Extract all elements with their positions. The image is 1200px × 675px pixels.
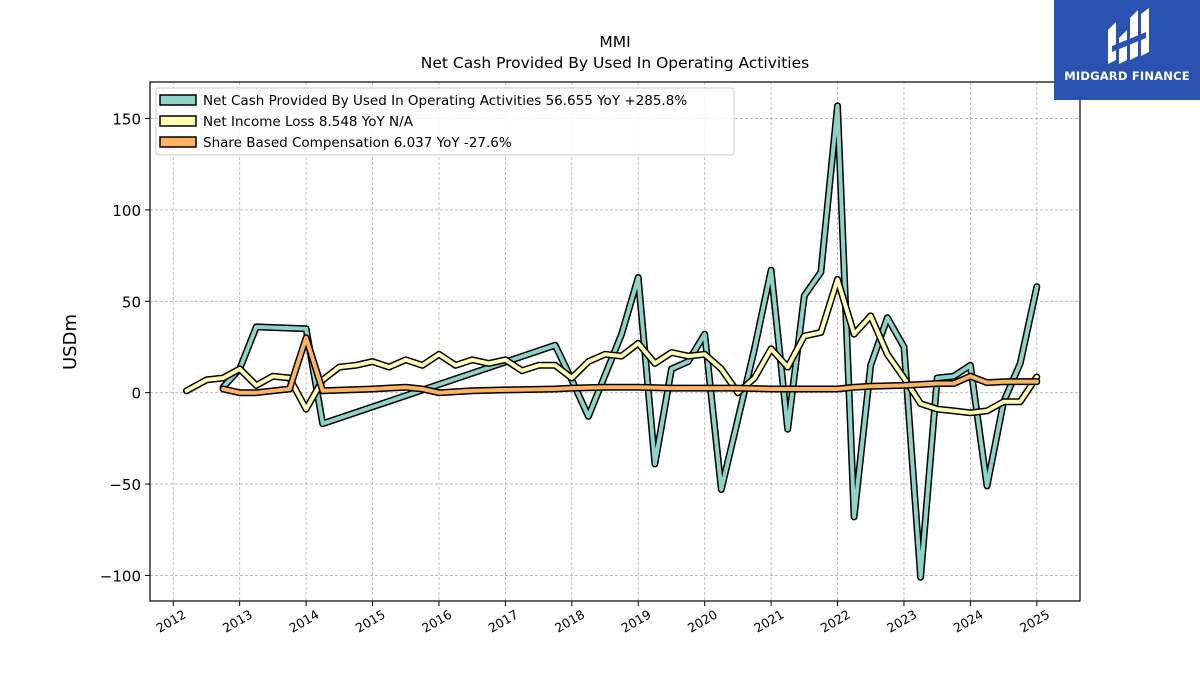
legend: Net Cash Provided By Used In Operating A… <box>155 87 735 156</box>
chart-title: MMI <box>599 33 630 51</box>
x-tick-label: 2016 <box>419 607 454 636</box>
legend-entry: Net Income Loss 8.548 YoY N/A <box>203 114 414 130</box>
x-tick-label: 2021 <box>751 607 786 636</box>
y-tick-label: 100 <box>112 202 141 220</box>
plot-frame <box>149 81 1081 602</box>
series-line-0 <box>221 103 1039 580</box>
y-tick-label: 150 <box>112 111 141 129</box>
legend-swatch <box>159 136 197 148</box>
legend-entry: Net Cash Provided By Used In Operating A… <box>203 93 687 109</box>
x-tick-label: 2024 <box>951 607 986 636</box>
series-line-1 <box>184 277 1039 415</box>
x-tick-label: 2022 <box>818 607 853 636</box>
x-tick-label: 2023 <box>884 607 919 636</box>
legend-box <box>155 87 735 156</box>
logo-text: MIDGARD FINANCE <box>1064 69 1190 83</box>
logo-mark-icon <box>1108 8 1149 64</box>
x-tick-label: 2017 <box>486 607 521 636</box>
y-tick-label: −50 <box>109 476 141 494</box>
series-lines <box>183 102 1041 581</box>
x-axis: 2012 2013 2014 2015 2016 2017 2018 2019 2020 2021… <box>153 601 1052 636</box>
x-tick-label: 2025 <box>1017 607 1052 636</box>
legend-swatch <box>159 115 197 127</box>
y-axis: −100 −50 0 50 100 150 <box>100 111 150 585</box>
x-tick-label: 2014 <box>286 607 321 636</box>
x-tick-label: 2019 <box>618 607 653 636</box>
x-tick-label: 2018 <box>552 607 587 636</box>
y-tick-label: −100 <box>100 567 141 585</box>
y-tick-label: 0 <box>131 385 141 403</box>
chart-subtitle: Net Cash Provided By Used In Operating A… <box>421 54 809 72</box>
x-tick-label: 2015 <box>353 607 388 636</box>
x-tick-label: 2012 <box>153 607 188 636</box>
x-tick-label: 2013 <box>220 607 255 636</box>
legend-entry: Share Based Compensation 6.037 YoY -27.6… <box>203 135 512 151</box>
midgard-finance-logo: MIDGARD FINANCE <box>1054 0 1200 100</box>
y-tick-label: 50 <box>122 293 141 311</box>
legend-swatch <box>159 94 197 106</box>
x-tick-label: 2020 <box>685 607 720 636</box>
y-axis-label: USDm <box>60 314 81 370</box>
series-line-2 <box>221 335 1039 395</box>
